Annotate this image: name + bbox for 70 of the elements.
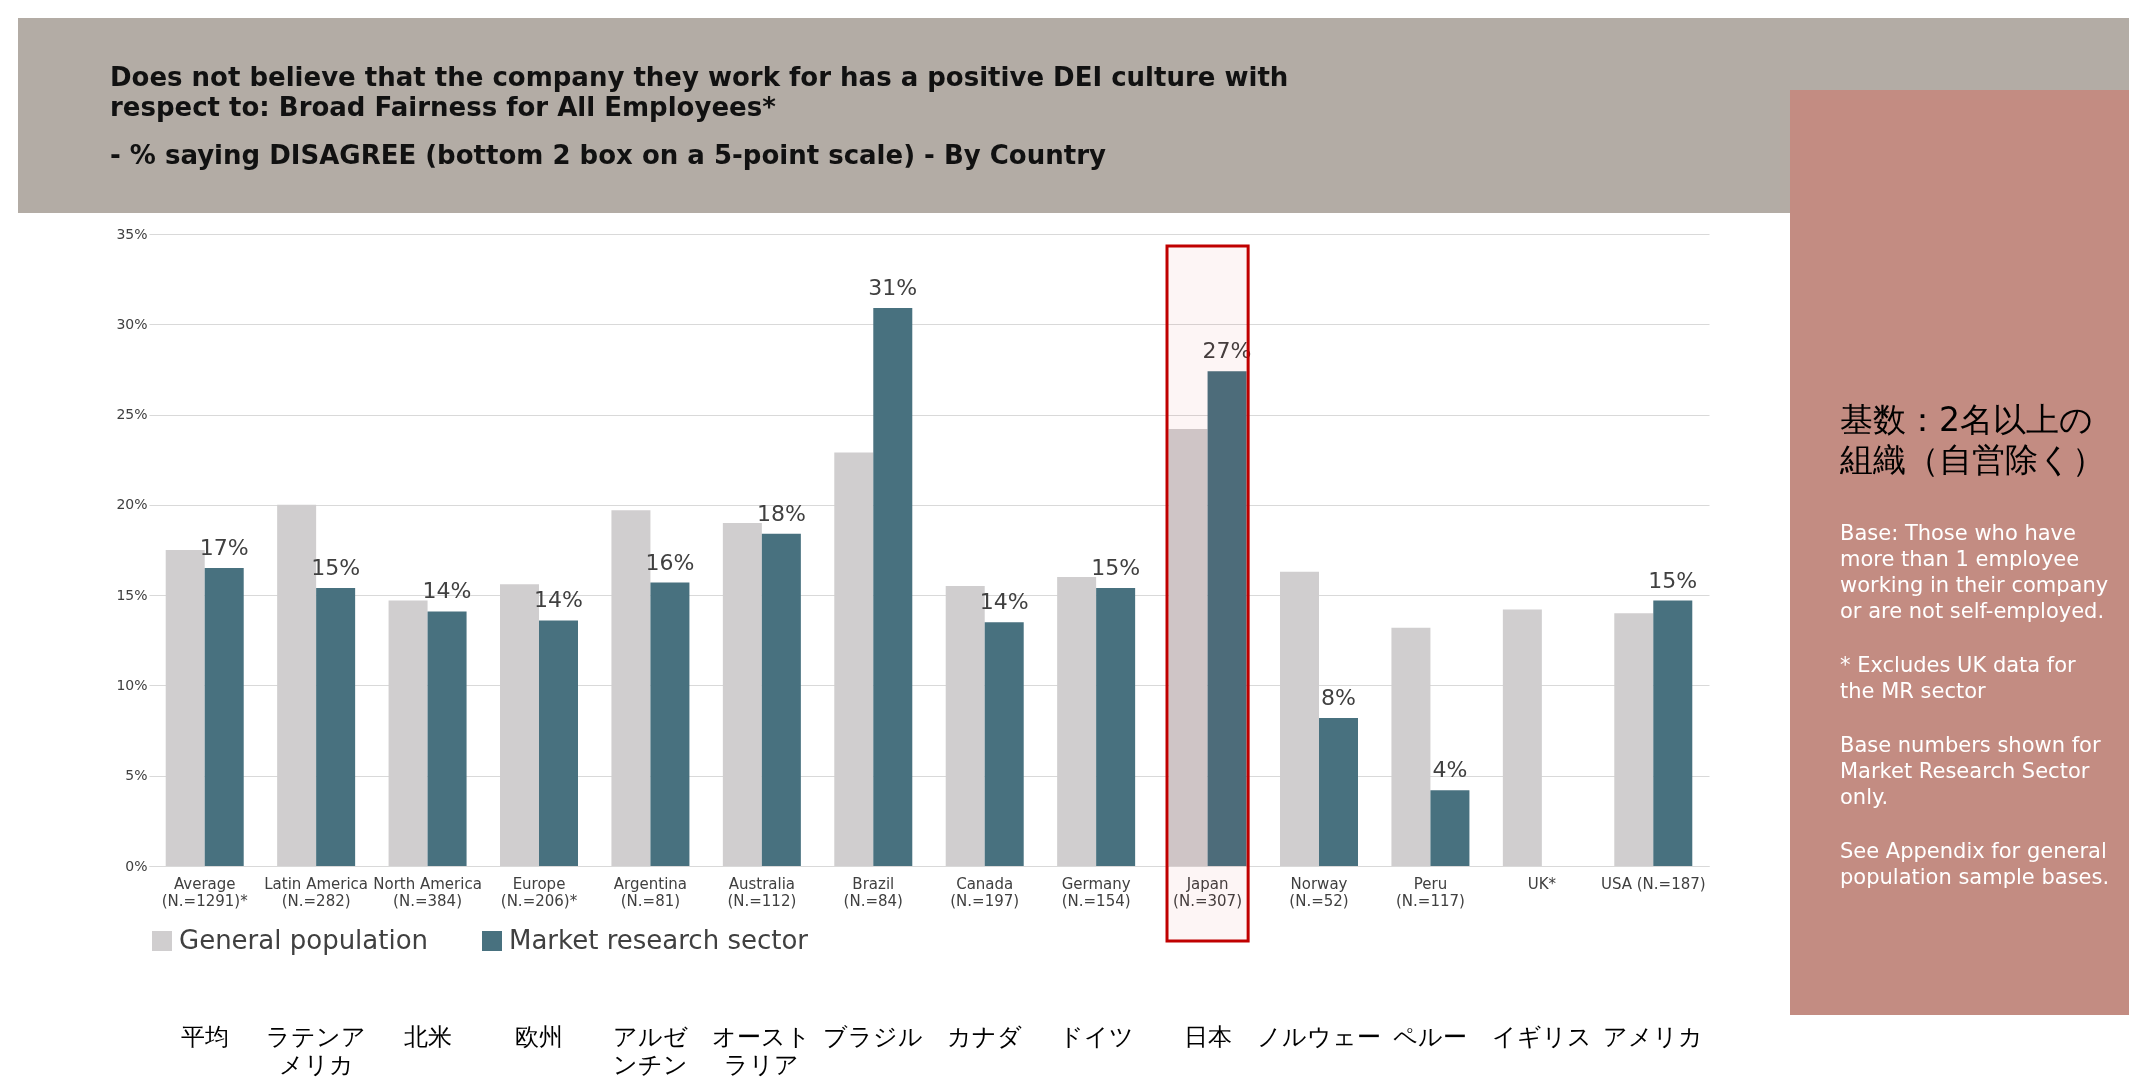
bar <box>316 587 356 866</box>
text: カナダ <box>947 1023 1023 1051</box>
data-label: 8% <box>1321 684 1356 710</box>
bar <box>873 308 913 866</box>
x-tick-label: UK* <box>1527 874 1557 893</box>
text: アメリカ <box>1603 1023 1704 1051</box>
x-tick-label: Australia (N.=112) <box>727 874 797 910</box>
data-label: 18% <box>756 500 806 526</box>
x-tick-label: Peru (N.=117) <box>1395 874 1465 910</box>
x-tick-label: Japan (N.=307) <box>1173 874 1243 910</box>
x-tick-label: North America (N.=384) <box>373 874 482 910</box>
bar <box>427 611 467 866</box>
text: Base: Those who have more than 1 employee working in their company or are not self-employed. <box>1840 520 2110 624</box>
y-tick-label: 35% <box>116 225 148 242</box>
data-label: 4% <box>1432 757 1468 783</box>
bar <box>1430 790 1470 866</box>
y-tick-label: 30% <box>116 315 148 332</box>
text: See Appendix for general population sample bases. <box>1840 838 2110 890</box>
bar <box>984 622 1024 866</box>
data-label: 15% <box>1091 554 1141 580</box>
text: 基数：2名以上の組織（自営除く） <box>1840 400 2106 480</box>
text: 日本 <box>1183 1023 1232 1051</box>
text: 平均 <box>180 1023 229 1051</box>
text: Base numbers shown for Market Research Sector only. <box>1840 732 2102 810</box>
data-label: 14% <box>534 587 583 613</box>
data-label: 15% <box>311 554 361 580</box>
text: ペルー <box>1393 1023 1468 1051</box>
text: ドイツ <box>1058 1023 1134 1051</box>
x-tick-label: Brazil (N.=84) <box>843 874 903 910</box>
legend-label: Market research sector <box>509 925 809 955</box>
legend-label: General population <box>179 925 429 955</box>
bar <box>650 582 690 866</box>
text: アルゼンチン <box>612 1023 688 1079</box>
text: 北米 <box>403 1023 452 1051</box>
text: * Excludes UK data for the MR sector <box>1840 652 2077 704</box>
x-tick-label: Canada (N.=197) <box>950 874 1020 910</box>
text: ノルウェー <box>1257 1023 1381 1051</box>
data-label: 16% <box>645 549 695 575</box>
chart-title: Does not believe that the company they work for has a positive DEI culture with respect to: Broad Fairness for All Employees* <box>110 62 1290 122</box>
chart-subtitle: - % saying DISAGREE (bottom 2 box on a 5-point scale) - By Country <box>110 140 1106 170</box>
text: ブラジル <box>823 1023 924 1051</box>
bar <box>1653 600 1693 866</box>
data-label: 14% <box>422 578 472 604</box>
data-label: 14% <box>979 589 1029 615</box>
bar <box>539 620 578 866</box>
text: イギリス <box>1491 1023 1592 1051</box>
y-tick-label: 5% <box>125 767 148 784</box>
y-tick-label: 25% <box>116 406 148 423</box>
text: オーストラリア <box>712 1023 812 1079</box>
y-tick-label: 10% <box>116 676 148 693</box>
x-tick-label: Argentina (N.=81) <box>613 874 688 910</box>
text: ラテンアメリカ <box>266 1023 367 1079</box>
bar <box>1096 587 1136 866</box>
y-tick-label: 15% <box>116 586 148 603</box>
bar <box>204 568 244 866</box>
x-tick-label: USA (N.=187) <box>1600 874 1706 893</box>
x-tick-label: Norway (N.=52) <box>1289 874 1349 910</box>
data-label: 31% <box>868 275 918 301</box>
bar <box>1207 371 1247 866</box>
x-tick-label: Latin America (N.=282) <box>264 874 369 910</box>
x-tick-label: Average (N.=1291)* <box>161 874 249 910</box>
x-tick-label: Europe (N.=206)* <box>500 874 578 910</box>
bar <box>761 533 801 866</box>
x-tick-label: Germany (N.=154) <box>1061 874 1131 910</box>
bar <box>1319 717 1358 866</box>
y-tick-label: 0% <box>125 857 148 874</box>
y-tick-label: 20% <box>116 496 148 513</box>
data-label: 15% <box>1648 567 1698 593</box>
data-label: 17% <box>199 535 249 561</box>
text: 欧州 <box>515 1023 563 1051</box>
